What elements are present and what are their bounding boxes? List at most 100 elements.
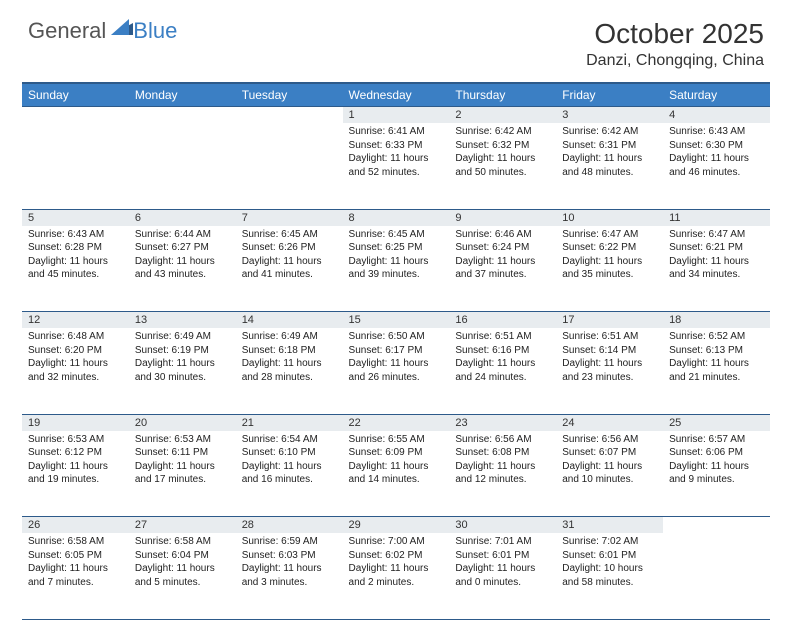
- daylight-text: Daylight: 10 hours and 58 minutes.: [562, 562, 657, 589]
- sunrise-text: Sunrise: 6:49 AM: [242, 330, 337, 344]
- content-row: Sunrise: 6:48 AMSunset: 6:20 PMDaylight:…: [22, 328, 770, 414]
- day-number: 22: [343, 414, 450, 431]
- sunrise-text: Sunrise: 6:47 AM: [669, 228, 764, 242]
- day-number: 3: [556, 107, 663, 124]
- day-cell: Sunrise: 6:53 AMSunset: 6:12 PMDaylight:…: [22, 431, 129, 517]
- day-header: Thursday: [449, 83, 556, 107]
- brand-text-blue: Blue: [133, 18, 177, 44]
- day-cell: Sunrise: 6:58 AMSunset: 6:04 PMDaylight:…: [129, 533, 236, 619]
- calendar-table: Sunday Monday Tuesday Wednesday Thursday…: [22, 82, 770, 620]
- day-number: 29: [343, 517, 450, 534]
- daynum-row: 12131415161718: [22, 312, 770, 329]
- day-cell: Sunrise: 6:42 AMSunset: 6:31 PMDaylight:…: [556, 123, 663, 209]
- sunrise-text: Sunrise: 7:00 AM: [349, 535, 444, 549]
- day-header: Monday: [129, 83, 236, 107]
- sunrise-text: Sunrise: 6:42 AM: [562, 125, 657, 139]
- sunrise-text: Sunrise: 6:43 AM: [28, 228, 123, 242]
- daylight-text: Daylight: 11 hours and 10 minutes.: [562, 460, 657, 487]
- sunset-text: Sunset: 6:21 PM: [669, 241, 764, 255]
- sunrise-text: Sunrise: 6:48 AM: [28, 330, 123, 344]
- day-cell: Sunrise: 6:57 AMSunset: 6:06 PMDaylight:…: [663, 431, 770, 517]
- day-number: 5: [22, 209, 129, 226]
- day-cell: Sunrise: 6:55 AMSunset: 6:09 PMDaylight:…: [343, 431, 450, 517]
- daylight-text: Daylight: 11 hours and 9 minutes.: [669, 460, 764, 487]
- sunset-text: Sunset: 6:30 PM: [669, 139, 764, 153]
- daynum-row: 19202122232425: [22, 414, 770, 431]
- day-cell: Sunrise: 6:49 AMSunset: 6:18 PMDaylight:…: [236, 328, 343, 414]
- sunset-text: Sunset: 6:27 PM: [135, 241, 230, 255]
- sunrise-text: Sunrise: 6:41 AM: [349, 125, 444, 139]
- day-header: Wednesday: [343, 83, 450, 107]
- day-number: 19: [22, 414, 129, 431]
- day-number: 17: [556, 312, 663, 329]
- day-number: 10: [556, 209, 663, 226]
- day-header-row: Sunday Monday Tuesday Wednesday Thursday…: [22, 83, 770, 107]
- day-number: [663, 517, 770, 534]
- brand-logo: General Blue: [28, 18, 177, 44]
- sunset-text: Sunset: 6:01 PM: [455, 549, 550, 563]
- daylight-text: Daylight: 11 hours and 37 minutes.: [455, 255, 550, 282]
- day-number: 24: [556, 414, 663, 431]
- daylight-text: Daylight: 11 hours and 39 minutes.: [349, 255, 444, 282]
- sunset-text: Sunset: 6:03 PM: [242, 549, 337, 563]
- daylight-text: Daylight: 11 hours and 5 minutes.: [135, 562, 230, 589]
- sunset-text: Sunset: 6:13 PM: [669, 344, 764, 358]
- sunset-text: Sunset: 6:08 PM: [455, 446, 550, 460]
- day-number: 18: [663, 312, 770, 329]
- daylight-text: Daylight: 11 hours and 24 minutes.: [455, 357, 550, 384]
- day-cell: Sunrise: 6:58 AMSunset: 6:05 PMDaylight:…: [22, 533, 129, 619]
- sunset-text: Sunset: 6:18 PM: [242, 344, 337, 358]
- sunset-text: Sunset: 6:04 PM: [135, 549, 230, 563]
- day-cell: [22, 123, 129, 209]
- daylight-text: Daylight: 11 hours and 43 minutes.: [135, 255, 230, 282]
- day-cell: Sunrise: 6:45 AMSunset: 6:26 PMDaylight:…: [236, 226, 343, 312]
- sunrise-text: Sunrise: 6:53 AM: [28, 433, 123, 447]
- sunset-text: Sunset: 6:32 PM: [455, 139, 550, 153]
- sunset-text: Sunset: 6:22 PM: [562, 241, 657, 255]
- day-number: 26: [22, 517, 129, 534]
- day-number: 7: [236, 209, 343, 226]
- content-row: Sunrise: 6:43 AMSunset: 6:28 PMDaylight:…: [22, 226, 770, 312]
- sunrise-text: Sunrise: 6:45 AM: [242, 228, 337, 242]
- day-number: 6: [129, 209, 236, 226]
- sunset-text: Sunset: 6:12 PM: [28, 446, 123, 460]
- sunset-text: Sunset: 6:06 PM: [669, 446, 764, 460]
- sunset-text: Sunset: 6:17 PM: [349, 344, 444, 358]
- day-number: 25: [663, 414, 770, 431]
- day-cell: [236, 123, 343, 209]
- day-header: Tuesday: [236, 83, 343, 107]
- sunset-text: Sunset: 6:26 PM: [242, 241, 337, 255]
- sunrise-text: Sunrise: 6:55 AM: [349, 433, 444, 447]
- title-block: October 2025 Danzi, Chongqing, China: [586, 18, 764, 70]
- day-number: 2: [449, 107, 556, 124]
- sunrise-text: Sunrise: 6:57 AM: [669, 433, 764, 447]
- day-number: 9: [449, 209, 556, 226]
- daynum-row: 567891011: [22, 209, 770, 226]
- day-number: 28: [236, 517, 343, 534]
- daylight-text: Daylight: 11 hours and 35 minutes.: [562, 255, 657, 282]
- daylight-text: Daylight: 11 hours and 3 minutes.: [242, 562, 337, 589]
- sunset-text: Sunset: 6:24 PM: [455, 241, 550, 255]
- day-number: 13: [129, 312, 236, 329]
- sunrise-text: Sunrise: 6:49 AM: [135, 330, 230, 344]
- daylight-text: Daylight: 11 hours and 52 minutes.: [349, 152, 444, 179]
- content-row: Sunrise: 6:41 AMSunset: 6:33 PMDaylight:…: [22, 123, 770, 209]
- day-number: 23: [449, 414, 556, 431]
- daylight-text: Daylight: 11 hours and 7 minutes.: [28, 562, 123, 589]
- daylight-text: Daylight: 11 hours and 46 minutes.: [669, 152, 764, 179]
- day-cell: [129, 123, 236, 209]
- sunrise-text: Sunrise: 6:58 AM: [28, 535, 123, 549]
- day-number: 21: [236, 414, 343, 431]
- sunrise-text: Sunrise: 7:01 AM: [455, 535, 550, 549]
- sunrise-text: Sunrise: 6:51 AM: [562, 330, 657, 344]
- day-cell: Sunrise: 6:56 AMSunset: 6:07 PMDaylight:…: [556, 431, 663, 517]
- sunrise-text: Sunrise: 6:58 AM: [135, 535, 230, 549]
- month-title: October 2025: [586, 18, 764, 50]
- sunrise-text: Sunrise: 6:59 AM: [242, 535, 337, 549]
- header: General Blue October 2025 Danzi, Chongqi…: [0, 0, 792, 76]
- day-cell: Sunrise: 6:41 AMSunset: 6:33 PMDaylight:…: [343, 123, 450, 209]
- day-cell: Sunrise: 7:02 AMSunset: 6:01 PMDaylight:…: [556, 533, 663, 619]
- day-number: 4: [663, 107, 770, 124]
- brand-text-general: General: [28, 18, 106, 44]
- sunrise-text: Sunrise: 6:47 AM: [562, 228, 657, 242]
